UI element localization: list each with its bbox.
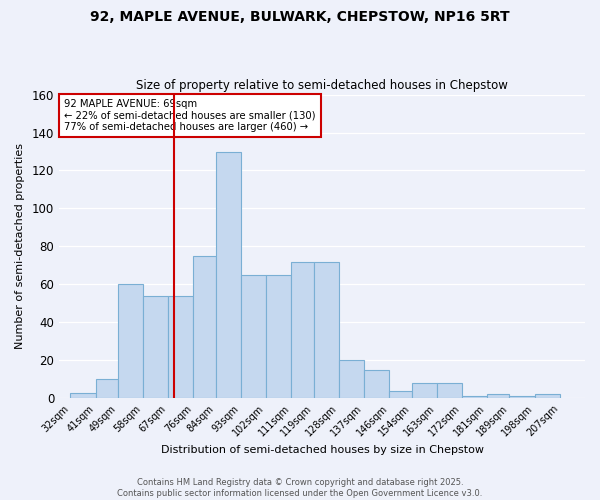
Bar xyxy=(412,383,437,398)
Bar xyxy=(118,284,143,399)
Bar xyxy=(168,296,193,398)
Bar xyxy=(437,383,462,398)
X-axis label: Distribution of semi-detached houses by size in Chepstow: Distribution of semi-detached houses by … xyxy=(161,445,484,455)
Title: Size of property relative to semi-detached houses in Chepstow: Size of property relative to semi-detach… xyxy=(136,79,508,92)
Bar xyxy=(462,396,487,398)
Text: 92 MAPLE AVENUE: 69sqm
← 22% of semi-detached houses are smaller (130)
77% of se: 92 MAPLE AVENUE: 69sqm ← 22% of semi-det… xyxy=(64,99,316,132)
Bar xyxy=(241,275,266,398)
Bar xyxy=(95,380,118,398)
Bar xyxy=(509,396,535,398)
Text: 92, MAPLE AVENUE, BULWARK, CHEPSTOW, NP16 5RT: 92, MAPLE AVENUE, BULWARK, CHEPSTOW, NP1… xyxy=(90,10,510,24)
Bar xyxy=(266,275,292,398)
Bar xyxy=(487,394,509,398)
Bar xyxy=(339,360,364,399)
Bar xyxy=(389,390,412,398)
Text: Contains HM Land Registry data © Crown copyright and database right 2025.
Contai: Contains HM Land Registry data © Crown c… xyxy=(118,478,482,498)
Bar xyxy=(314,262,339,398)
Bar xyxy=(292,262,314,398)
Bar xyxy=(143,296,168,398)
Bar xyxy=(364,370,389,398)
Y-axis label: Number of semi-detached properties: Number of semi-detached properties xyxy=(15,144,25,350)
Bar xyxy=(216,152,241,398)
Bar xyxy=(70,392,95,398)
Bar xyxy=(193,256,216,398)
Bar xyxy=(535,394,560,398)
